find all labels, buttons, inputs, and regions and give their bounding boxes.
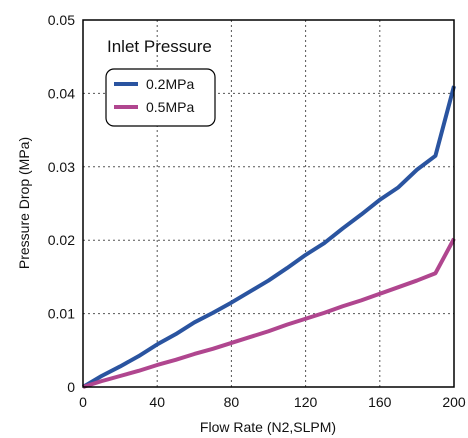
y-tick-label: 0.01 [48, 306, 75, 322]
series-line-0-5mpa [82, 237, 456, 389]
tick-labels: 0 40 80 120 160 200 0 0.01 0.02 0.03 0.04 0.05 [48, 12, 466, 410]
legend-title: Inlet Pressure [107, 37, 212, 56]
y-tick-label: 0.05 [48, 12, 75, 28]
x-tick-label: 200 [442, 394, 466, 410]
y-axis-label: Pressure Drop (MPa) [16, 137, 32, 269]
x-tick-label: 40 [149, 394, 165, 410]
x-tick-label: 120 [294, 394, 318, 410]
x-tick-label: 80 [224, 394, 240, 410]
x-tick-label: 0 [79, 394, 87, 410]
y-tick-label: 0.04 [48, 85, 75, 101]
grid-lines [83, 20, 454, 387]
series-line-0-2mpa [81, 85, 456, 389]
legend-label-0-5mpa: 0.5MPa [146, 99, 194, 115]
legend-label-0-2mpa: 0.2MPa [146, 76, 194, 92]
x-axis-label: Flow Rate (N2,SLPM) [200, 419, 336, 435]
x-tick-label: 160 [368, 394, 392, 410]
plot-area-frame [82, 19, 455, 388]
y-tick-label: 0.02 [48, 232, 75, 248]
y-tick-label: 0.03 [48, 159, 75, 175]
legend: Inlet Pressure 0.2MPa 0.5MPa [105, 37, 216, 127]
series-layer [81, 85, 456, 389]
y-tick-label: 0 [67, 379, 75, 395]
